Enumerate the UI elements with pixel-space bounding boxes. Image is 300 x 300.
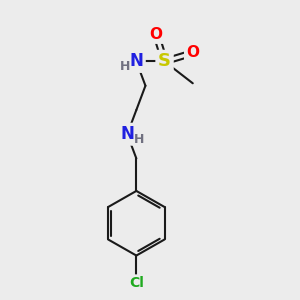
Text: S: S (158, 52, 171, 70)
Text: N: N (120, 125, 134, 143)
Text: O: O (186, 45, 199, 60)
Text: N: N (129, 52, 143, 70)
Text: H: H (134, 133, 144, 146)
Text: Cl: Cl (129, 276, 144, 290)
Text: O: O (150, 27, 163, 42)
Text: H: H (120, 60, 130, 74)
